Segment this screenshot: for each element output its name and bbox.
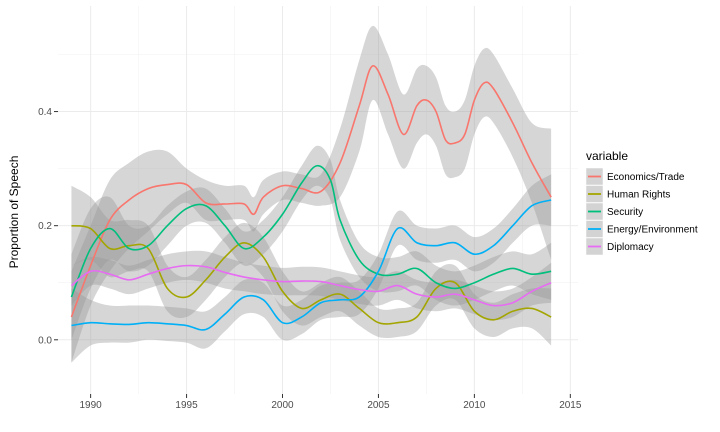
legend-label-security: Security bbox=[607, 207, 643, 218]
legend-label-energy-environment: Energy/Environment bbox=[607, 225, 698, 236]
series-lines bbox=[70, 65, 552, 331]
y-axis: 0.0 0.2 0.4 bbox=[38, 107, 58, 346]
x-tick-label: 2010 bbox=[463, 400, 486, 411]
series-line-security bbox=[70, 164, 552, 298]
x-tick-label: 1990 bbox=[79, 400, 102, 411]
y-axis-title: Proportion of Speech bbox=[7, 156, 21, 269]
confidence-band-economics-trade bbox=[71, 25, 552, 363]
legend-title: variable bbox=[586, 149, 628, 163]
series-line-energy-environment bbox=[71, 199, 552, 331]
x-tick-label: 2000 bbox=[271, 400, 294, 411]
legend-label-economics-trade: Economics/Trade bbox=[607, 172, 685, 183]
panel-background bbox=[58, 6, 578, 394]
x-tick-label: 1995 bbox=[175, 400, 198, 411]
series-line-economics-trade bbox=[70, 65, 552, 318]
confidence-band-security bbox=[71, 145, 552, 340]
confidence-band-diplomacy bbox=[71, 250, 552, 320]
confidence-bands bbox=[71, 25, 552, 363]
x-tick-label: 2005 bbox=[367, 400, 390, 411]
y-tick-label: 0.4 bbox=[38, 107, 52, 118]
legend-label-diplomacy: Diplomacy bbox=[607, 242, 654, 253]
x-axis: 1990 1995 2000 2005 2010 2015 bbox=[79, 394, 582, 411]
y-tick-label: 0.2 bbox=[38, 221, 52, 232]
confidence-band-energy-environment bbox=[71, 174, 552, 363]
plot-panel bbox=[58, 6, 578, 394]
series-line-human-rights bbox=[71, 224, 552, 325]
series-line-diplomacy bbox=[70, 264, 552, 307]
x-tick-label: 2015 bbox=[559, 400, 582, 411]
legend: variable Economics/Trade Human Rights Secu… bbox=[585, 149, 698, 256]
legend-label-human-rights: Human Rights bbox=[607, 190, 670, 201]
y-tick-label: 0.0 bbox=[38, 335, 52, 346]
confidence-band-human-rights bbox=[71, 185, 552, 346]
